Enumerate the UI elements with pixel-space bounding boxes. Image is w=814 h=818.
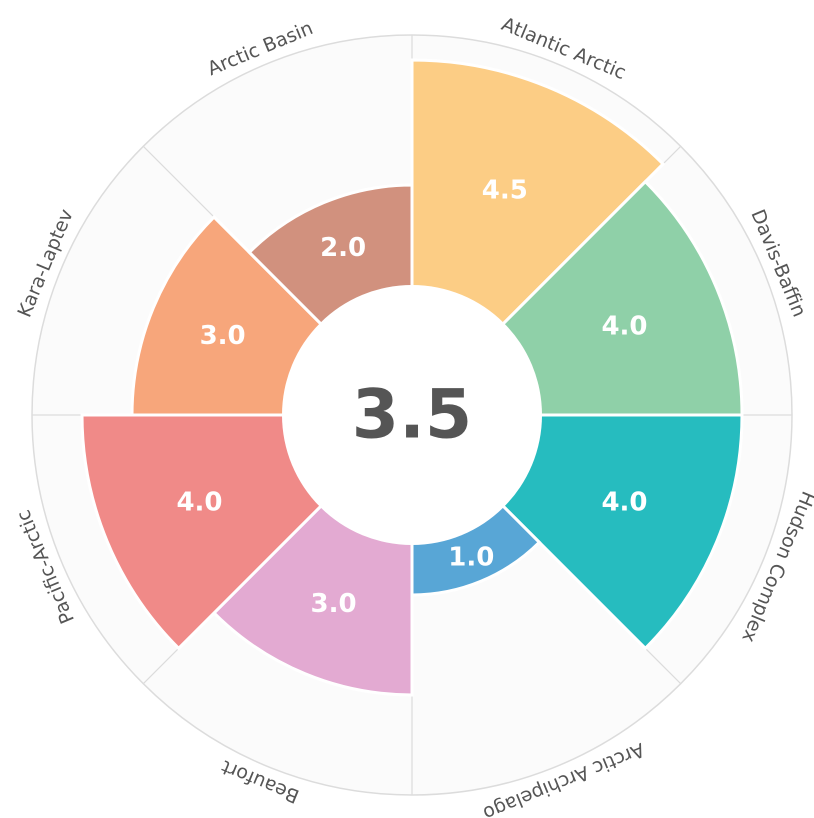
value-label: 4.0 [601,488,647,518]
value-label: 1.0 [448,543,494,573]
value-label: 4.0 [176,488,222,518]
value-label: 3.0 [311,589,357,619]
value-label: 4.5 [482,175,528,205]
center-value: 3.5 [352,376,472,455]
value-label: 3.0 [200,321,246,351]
center-hole [282,285,542,545]
value-label: 4.0 [601,311,647,341]
value-label: 2.0 [320,233,366,263]
